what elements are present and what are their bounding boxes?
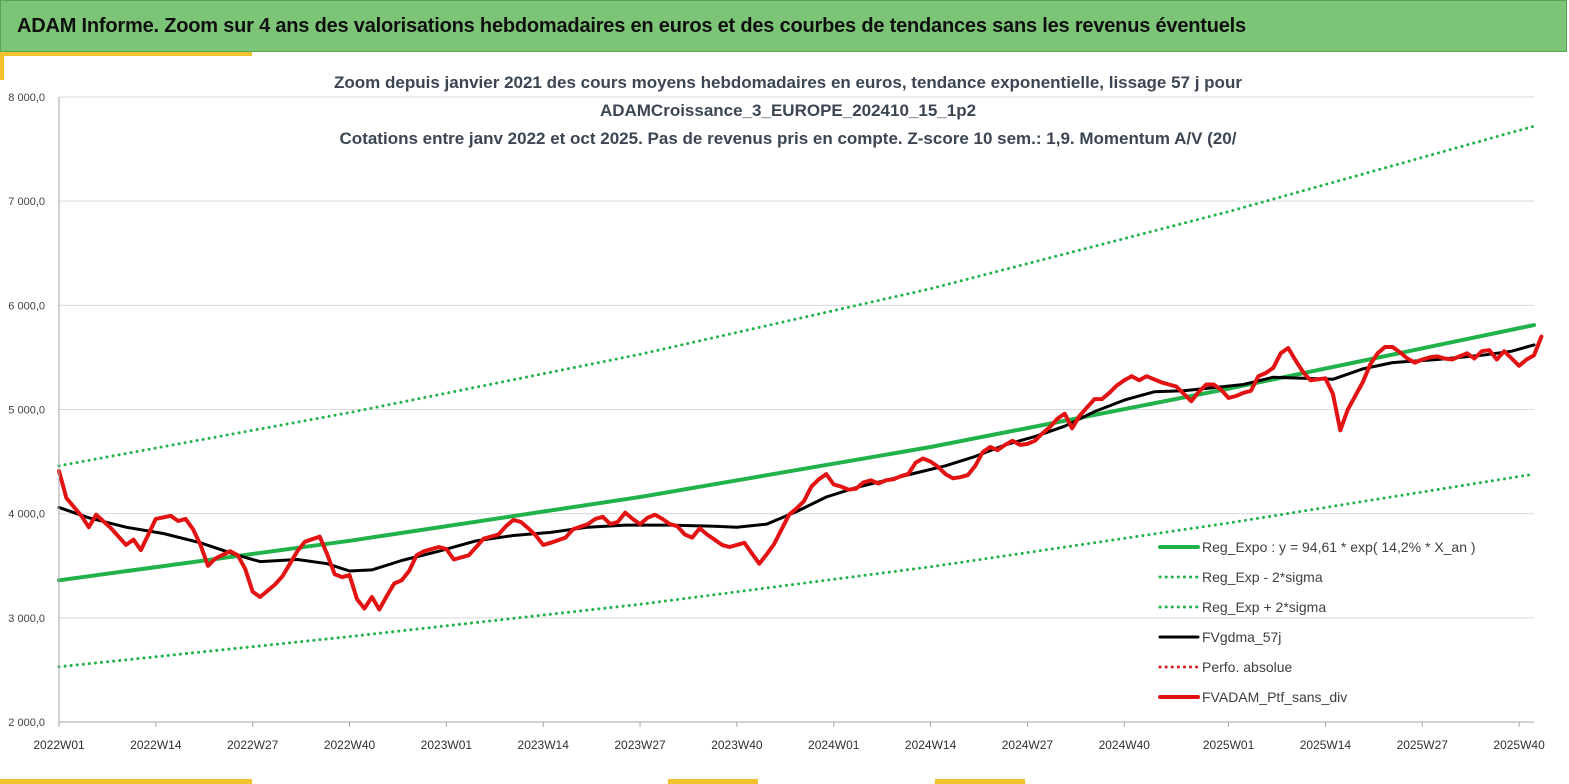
x-tick-label: 2024W14 xyxy=(905,738,957,752)
y-tick-label: 5 000,0 xyxy=(8,405,45,417)
frame-accent-left xyxy=(0,52,4,80)
frame-accent-bottom-right xyxy=(935,779,1025,784)
legend-label: Reg_Expo : y = 94,61 * exp( 14,2% * X_an… xyxy=(1202,539,1476,555)
y-tick-label: 6 000,0 xyxy=(8,300,45,312)
legend-label: Perfo. absolue xyxy=(1202,659,1292,675)
x-tick-label: 2022W40 xyxy=(324,738,376,752)
series-line-1 xyxy=(57,472,1536,669)
y-tick-label: 8 000,0 xyxy=(8,92,45,104)
y-tick-label: 7 000,0 xyxy=(8,196,45,208)
chart-title-line: ADAMCroissance_3_EUROPE_202410_15_1p2 xyxy=(600,101,976,120)
legend-label: FVADAM_Ptf_sans_div xyxy=(1202,689,1347,705)
chart-title-line: Zoom depuis janvier 2021 des cours moyen… xyxy=(334,73,1242,92)
x-tick-label: 2023W27 xyxy=(614,738,666,752)
chart-axes: 2 000,0 3 000,0 4 000,0 5 000,0 6 000,0 7 000… xyxy=(8,92,1545,752)
x-tick-label: 2025W27 xyxy=(1397,738,1449,752)
series-line-3 xyxy=(57,343,1536,573)
chart-series xyxy=(57,124,1544,669)
frame-accent-bottom-mid xyxy=(668,779,758,784)
chart-grid xyxy=(59,96,1534,723)
frame-accent-top xyxy=(0,52,252,56)
x-tick-label: 2022W14 xyxy=(130,738,182,752)
x-tick-label: 2025W01 xyxy=(1203,738,1255,752)
legend-label: Reg_Exp - 2*sigma xyxy=(1202,569,1323,585)
frame-accent-bottom-left xyxy=(0,779,252,784)
y-tick-label: 2 000,0 xyxy=(8,717,45,729)
y-tick-label: 3 000,0 xyxy=(8,613,45,625)
legend-label: FVgdma_57j xyxy=(1202,629,1281,645)
x-tick-label: 2023W40 xyxy=(711,738,763,752)
report-banner: ADAM Informe. Zoom sur 4 ans des valoris… xyxy=(0,0,1567,52)
x-tick-label: 2023W14 xyxy=(518,738,570,752)
x-tick-label: 2023W01 xyxy=(421,738,473,752)
series-line-5 xyxy=(57,334,1544,612)
chart-title-line: Cotations entre janv 2022 et oct 2025. P… xyxy=(340,129,1237,148)
x-tick-label: 2024W40 xyxy=(1099,738,1151,752)
x-tick-label: 2022W27 xyxy=(227,738,279,752)
chart-title: Zoom depuis janvier 2021 des cours moyen… xyxy=(334,73,1242,148)
chart-legend: Reg_Expo : y = 94,61 * exp( 14,2% * X_an… xyxy=(1158,539,1476,705)
series-line-2 xyxy=(57,124,1536,468)
y-tick-label: 4 000,0 xyxy=(8,509,45,521)
x-tick-label: 2025W40 xyxy=(1493,738,1545,752)
x-tick-label: 2024W01 xyxy=(808,738,860,752)
x-tick-label: 2025W14 xyxy=(1300,738,1352,752)
x-tick-label: 2022W01 xyxy=(33,738,85,752)
x-tick-label: 2024W27 xyxy=(1002,738,1054,752)
report-title: ADAM Informe. Zoom sur 4 ans des valoris… xyxy=(17,15,1246,37)
legend-label: Reg_Exp + 2*sigma xyxy=(1202,599,1326,615)
